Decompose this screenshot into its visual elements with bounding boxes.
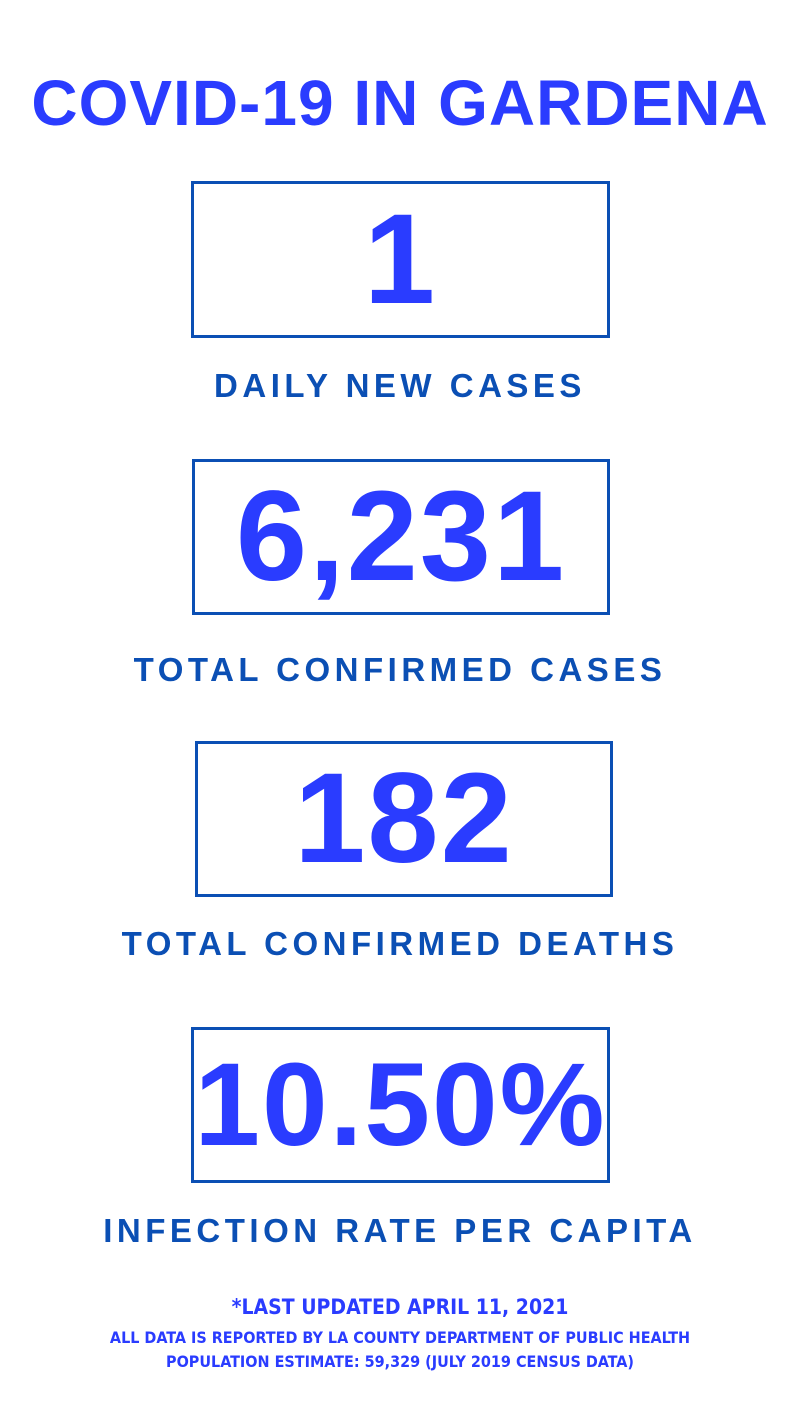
data-source-note: ALL DATA IS REPORTED BY LA COUNTY DEPART… bbox=[109, 1328, 691, 1347]
infection-rate-label: INFECTION RATE PER CAPITA bbox=[103, 1212, 697, 1249]
infection-rate-value: 10.50% bbox=[194, 1039, 607, 1171]
daily-new-cases-label: DAILY NEW CASES bbox=[214, 367, 586, 404]
total-cases-box: 6,231 bbox=[192, 459, 610, 615]
population-note: POPULATION ESTIMATE: 59,329 (JULY 2019 C… bbox=[166, 1352, 634, 1371]
total-deaths-value: 182 bbox=[294, 747, 514, 890]
total-deaths-label: TOTAL CONFIRMED DEATHS bbox=[121, 925, 679, 962]
daily-new-cases-box: 1 bbox=[191, 181, 610, 338]
last-updated-note: *LAST UPDATED APRIL 11, 2021 bbox=[231, 1295, 569, 1319]
total-cases-value: 6,231 bbox=[235, 465, 567, 608]
infection-rate-box: 10.50% bbox=[191, 1027, 610, 1183]
total-cases-label: TOTAL CONFIRMED CASES bbox=[133, 651, 667, 688]
page-title: COVID-19 IN GARDENA bbox=[31, 67, 769, 139]
daily-new-cases-value: 1 bbox=[363, 187, 438, 331]
total-deaths-box: 182 bbox=[195, 741, 613, 897]
